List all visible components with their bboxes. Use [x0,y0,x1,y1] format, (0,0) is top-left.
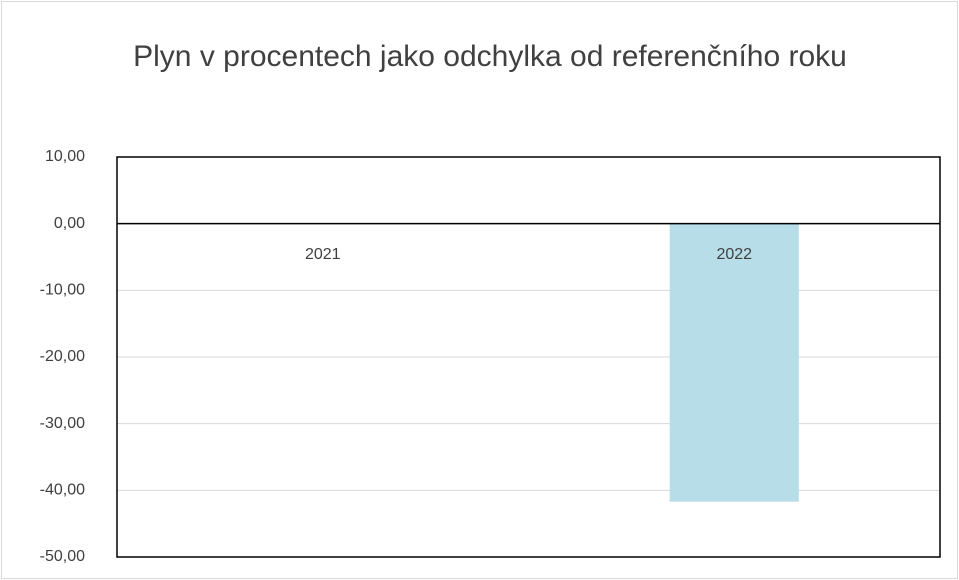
y-tick-label: 10,00 [45,148,85,165]
y-tick-label: -30,00 [40,415,85,432]
y-tick-label: -10,00 [40,282,85,299]
y-tick-label: 0,00 [54,215,85,232]
plot-border [116,156,941,558]
y-tick-label: -20,00 [40,348,85,365]
x-tick-label: 2021 [305,246,341,263]
y-tick-label: -50,00 [40,548,85,565]
y-tick-label: -40,00 [40,482,85,499]
chart-title: Plyn v procentech jako odchylka od refer… [133,40,847,73]
x-tick-label: 2022 [716,246,752,263]
bar [669,223,799,502]
